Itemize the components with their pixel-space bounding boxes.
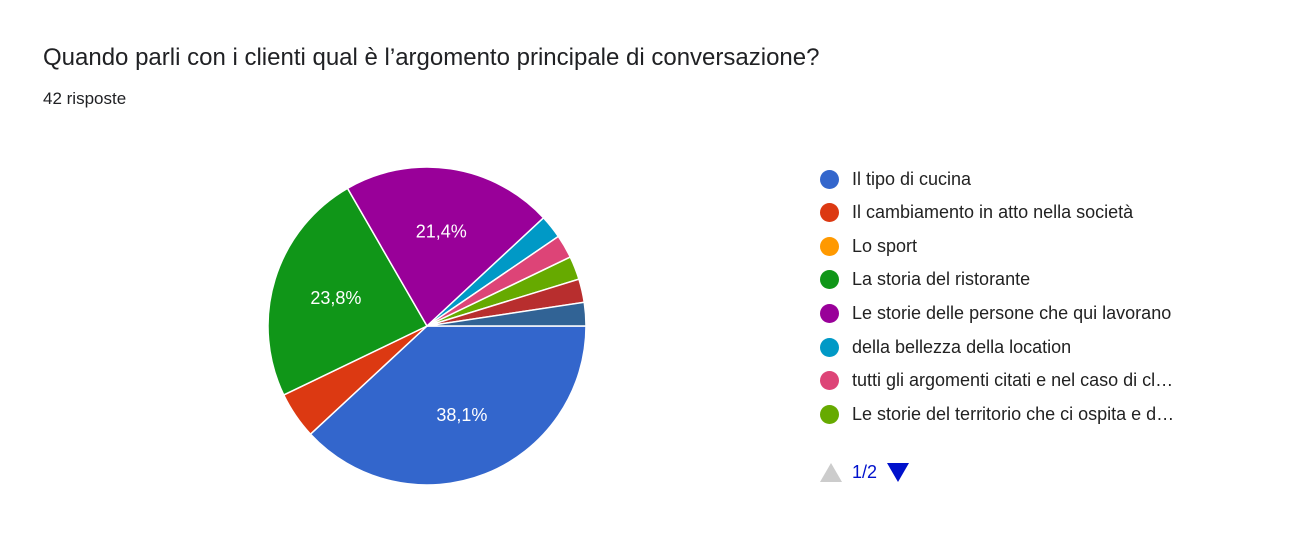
pie-slice[interactable]	[267, 187, 429, 396]
pie-chart: 38,1% 23,8% 21,4%	[267, 166, 587, 486]
response-count: 42 risposte	[43, 89, 127, 108]
legend-label: della bellezza della location	[852, 336, 1072, 357]
legend-item[interactable]: Il cambiamento in atto nella società	[820, 202, 1133, 224]
pie-slice[interactable]	[309, 325, 587, 486]
legend-marker	[820, 270, 839, 290]
legend-label: tutti gli argomenti citati e nel caso di…	[852, 370, 1174, 391]
legend-marker	[820, 203, 839, 223]
legend-label: Il cambiamento in atto nella società	[852, 202, 1134, 223]
legend-marker	[820, 371, 839, 391]
legend-item[interactable]: Le storie delle persone che qui lavorano	[820, 302, 1171, 324]
legend-item[interactable]: della bellezza della location	[820, 336, 1071, 358]
legend-pager: 1/2	[820, 462, 910, 483]
legend-label: Il tipo di cucina	[852, 168, 972, 189]
legend-marker	[820, 169, 839, 189]
slice-label: 21,4%	[416, 222, 467, 242]
legend-item[interactable]: Il tipo di cucina	[820, 168, 971, 190]
previous-page-icon[interactable]	[820, 463, 842, 482]
legend-label: Le storie del territorio che ci ospita e…	[852, 403, 1175, 424]
legend-label: Lo sport	[852, 235, 918, 256]
pie-slice[interactable]	[426, 301, 587, 327]
legend-label: La storia del ristorante	[852, 269, 1031, 290]
legend-marker	[820, 303, 839, 323]
legend-marker	[820, 236, 839, 256]
page-indicator: 1/2	[852, 462, 878, 482]
pie-slice[interactable]	[346, 166, 545, 328]
legend-marker	[820, 404, 839, 424]
slice-label: 23,8%	[310, 288, 361, 308]
legend-item[interactable]: Lo sport	[820, 235, 917, 257]
legend-label: Le storie delle persone che qui lavorano	[852, 302, 1172, 323]
legend-item[interactable]: Le storie del territorio che ci ospita e…	[820, 403, 1174, 425]
legend-item[interactable]: La storia del ristorante	[820, 269, 1030, 291]
legend-item[interactable]: tutti gli argomenti citati e nel caso di…	[820, 370, 1173, 392]
legend-marker	[820, 337, 839, 357]
next-page-icon[interactable]	[887, 463, 910, 482]
slice-label: 38,1%	[436, 405, 487, 425]
question-title: Quando parli con i clienti qual è l’argo…	[43, 44, 820, 71]
